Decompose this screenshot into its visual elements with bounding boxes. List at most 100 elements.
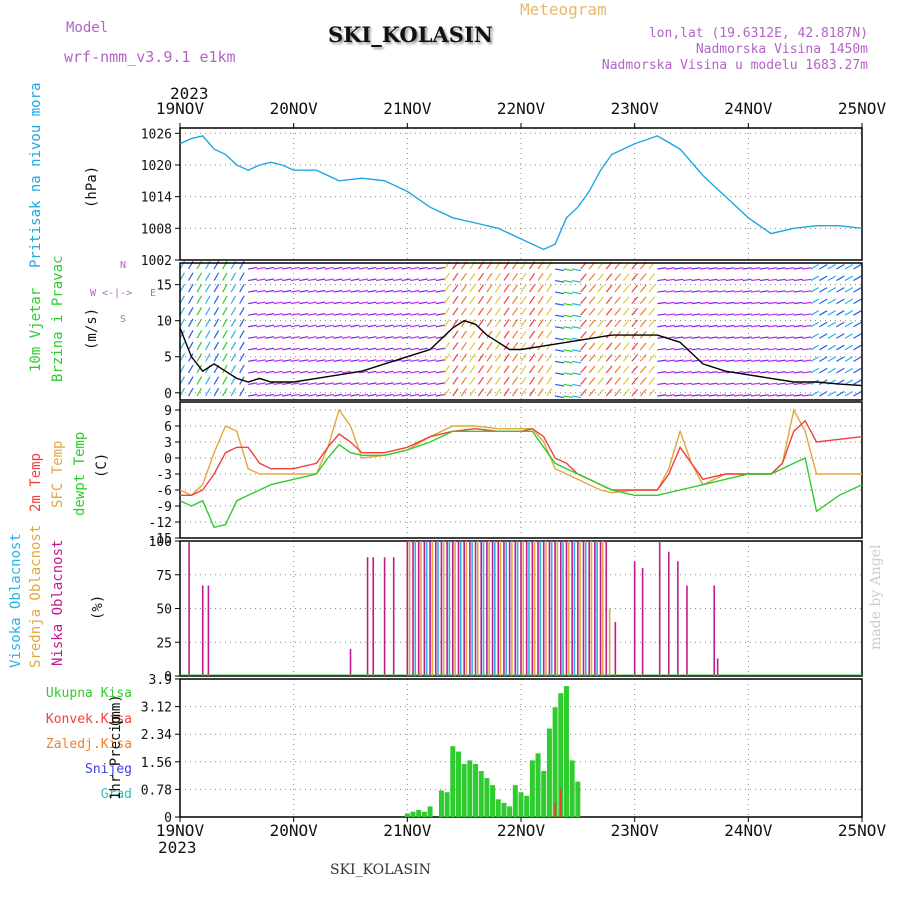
wind-barb — [657, 347, 667, 351]
wind-barb — [375, 289, 386, 293]
wind-barb — [188, 283, 194, 293]
wind-barb — [418, 382, 428, 386]
wind-barb — [256, 266, 266, 270]
wind-barb — [682, 394, 692, 397]
wind-barb — [230, 283, 237, 293]
wind-barb — [793, 278, 803, 282]
wind-barb — [443, 365, 450, 374]
wind-barb — [265, 382, 275, 386]
wind-barb — [768, 301, 778, 305]
wind-barb — [648, 342, 656, 351]
wind-barb — [452, 376, 459, 385]
wind-barb — [751, 290, 761, 293]
wind-barb — [256, 382, 266, 386]
wind-barb — [273, 313, 283, 316]
wind-barb — [614, 354, 622, 362]
wind-barb — [316, 324, 326, 328]
wind-barb — [256, 313, 266, 316]
wind-barb — [307, 359, 317, 362]
wind-barb — [333, 324, 343, 328]
wind-barb — [827, 367, 836, 374]
wind-barb — [324, 382, 334, 386]
wind-barb — [307, 324, 317, 328]
wind-barb — [435, 289, 445, 293]
wind-barb — [393, 324, 403, 328]
wind-barb — [853, 379, 862, 385]
precip-total-bar — [421, 811, 427, 817]
wind-barb — [324, 336, 334, 339]
wind-barb — [290, 370, 300, 374]
wind-barb — [367, 347, 377, 351]
wind-barb — [725, 278, 735, 282]
wind-barb — [213, 272, 220, 281]
wind-barb — [222, 283, 228, 293]
wind-barb — [350, 301, 360, 305]
wind-barb — [639, 388, 647, 397]
wind-barb — [341, 313, 351, 316]
wind-barb — [768, 324, 778, 328]
wind-barb — [682, 267, 692, 270]
wind-barb — [256, 289, 266, 293]
wind-barb — [776, 313, 786, 316]
wind-barb — [563, 279, 573, 283]
y-tick-label: 3.12 — [141, 701, 172, 716]
wind-barb — [401, 289, 411, 293]
wind-barb — [657, 394, 667, 397]
wind-barb — [836, 390, 845, 397]
x-tick-label-top: 20NOV — [270, 99, 319, 118]
wind-barb — [725, 301, 735, 305]
wind-barb — [469, 365, 476, 374]
wind-barb — [443, 307, 450, 316]
wind-barb — [588, 354, 596, 362]
wind-barb — [273, 301, 283, 305]
wind-barb — [742, 278, 752, 282]
station-altitude: Nadmorska Visina 1450m — [695, 42, 868, 57]
wind-barb — [418, 359, 428, 362]
wind-barb — [324, 301, 334, 305]
wind-barb — [452, 284, 459, 293]
wind-barb — [503, 319, 510, 328]
x-tick-label-top: 24NOV — [724, 99, 773, 118]
wind-barb — [375, 301, 386, 305]
wind-barb — [674, 347, 684, 351]
wind-barb — [597, 365, 604, 374]
wind-barb — [196, 387, 203, 397]
wind-barb — [307, 278, 317, 282]
wind-barb — [486, 307, 493, 316]
wind-barb — [435, 266, 445, 270]
wind-barb — [477, 365, 485, 374]
y-tick-label: 3 — [164, 436, 172, 451]
wind-barb — [367, 336, 377, 339]
wind-barb — [196, 283, 203, 293]
wind-barb — [460, 342, 467, 351]
wind-barb — [597, 273, 604, 281]
wind-barb — [196, 307, 203, 316]
y-tick-label: -15 — [149, 532, 172, 547]
wind-barb — [554, 303, 565, 306]
wind-barb — [196, 353, 203, 362]
wind-barb — [844, 356, 854, 362]
wind-barb — [554, 279, 565, 283]
wind-barb — [341, 347, 351, 351]
wind-barb — [435, 370, 445, 374]
wind-barb — [716, 301, 727, 305]
y-tick-label: 0 — [164, 452, 172, 467]
wind-barb — [384, 289, 394, 293]
wind-barb — [427, 382, 437, 386]
wind-barb — [418, 266, 428, 270]
wind-barb — [674, 301, 684, 305]
wind-barb — [307, 347, 317, 351]
wind-barb — [273, 359, 283, 362]
wind-barb — [427, 359, 437, 362]
wind-barb — [477, 272, 485, 281]
wind-barb — [605, 388, 613, 397]
wind-barb — [367, 313, 377, 316]
wind-barb — [401, 393, 411, 397]
precip-total-label: Ukupna Kisa — [45, 686, 132, 701]
wind-barb — [742, 301, 752, 305]
wind-barb — [503, 365, 510, 374]
wind-barb — [614, 365, 622, 374]
wind-barb — [333, 370, 343, 374]
precip-conv-bar — [554, 802, 557, 817]
